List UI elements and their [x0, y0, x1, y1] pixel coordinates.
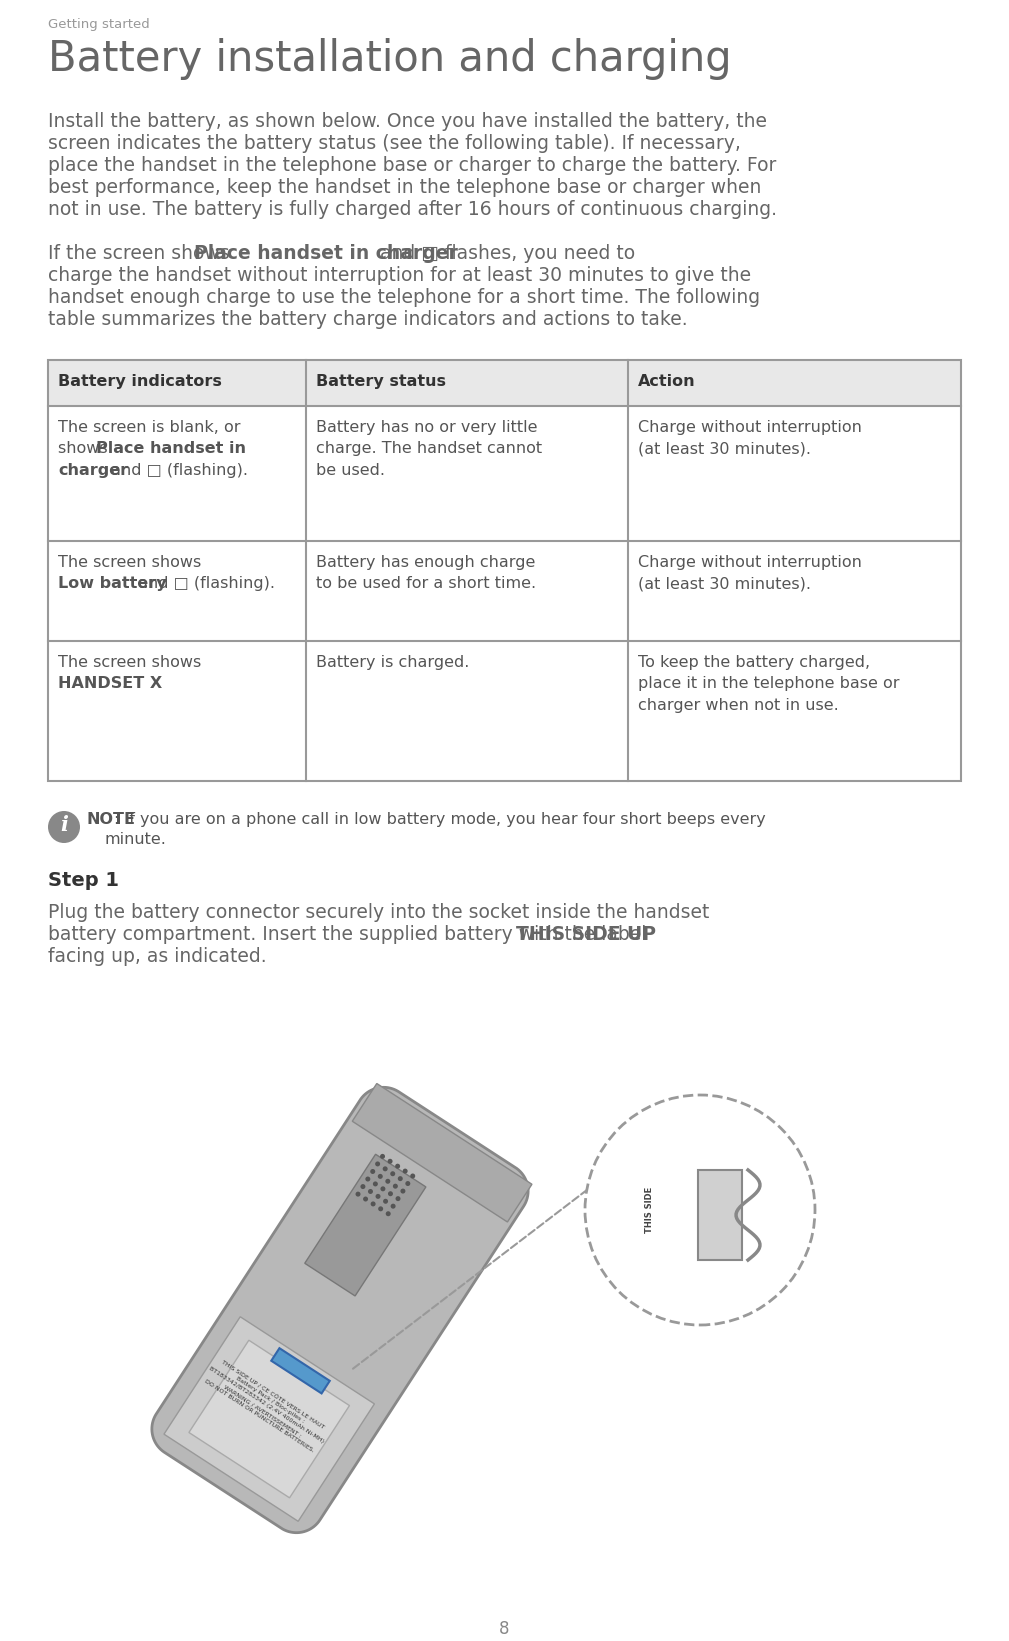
Circle shape — [411, 1173, 416, 1178]
Circle shape — [378, 1206, 383, 1211]
Text: and □ flashes, you need to: and □ flashes, you need to — [373, 245, 635, 263]
Text: charger when not in use.: charger when not in use. — [638, 697, 838, 712]
Text: i: i — [61, 816, 68, 835]
Text: Charge without interruption: Charge without interruption — [638, 555, 862, 569]
Text: (at least 30 minutes).: (at least 30 minutes). — [638, 576, 811, 591]
Text: The screen shows: The screen shows — [58, 555, 201, 569]
Text: be used.: be used. — [316, 463, 385, 478]
Circle shape — [585, 1095, 815, 1324]
Circle shape — [383, 1200, 388, 1204]
Text: The screen shows: The screen shows — [58, 655, 201, 670]
Circle shape — [363, 1196, 368, 1201]
Text: THIS SIDE UP: THIS SIDE UP — [517, 926, 657, 944]
Text: Charge without interruption: Charge without interruption — [638, 420, 862, 435]
Text: Place handset in: Place handset in — [97, 441, 246, 456]
Circle shape — [385, 1211, 390, 1216]
Circle shape — [380, 1154, 385, 1159]
Text: 8: 8 — [498, 1620, 510, 1638]
Text: THIS SIDE: THIS SIDE — [646, 1186, 655, 1232]
Circle shape — [390, 1172, 396, 1177]
Text: NOTE: NOTE — [86, 812, 135, 827]
Text: to be used for a short time.: to be used for a short time. — [316, 576, 536, 591]
Text: screen indicates the battery status (see the following table). If necessary,: screen indicates the battery status (see… — [48, 135, 741, 153]
Circle shape — [368, 1190, 373, 1195]
Text: charge. The handset cannot: charge. The handset cannot — [316, 441, 542, 456]
Text: minute.: minute. — [104, 832, 165, 847]
Text: battery compartment. Insert the supplied battery with the label: battery compartment. Insert the supplied… — [48, 926, 653, 944]
Circle shape — [396, 1196, 401, 1201]
Text: Battery status: Battery status — [316, 374, 446, 389]
Circle shape — [375, 1162, 380, 1167]
Polygon shape — [164, 1316, 374, 1521]
Circle shape — [377, 1173, 382, 1178]
Text: best performance, keep the handset in the telephone base or charger when: best performance, keep the handset in th… — [48, 177, 762, 197]
Polygon shape — [305, 1154, 426, 1296]
Text: Battery is charged.: Battery is charged. — [316, 655, 469, 670]
Text: THIS SIDE UP / CE CÔTÉ VERS LE HAUT
Battery Pack / Bloc-piles :
BT183342/BT28334: THIS SIDE UP / CE CÔTÉ VERS LE HAUT Batt… — [201, 1355, 332, 1456]
Circle shape — [48, 811, 80, 843]
Text: (at least 30 minutes).: (at least 30 minutes). — [638, 441, 811, 456]
Text: Install the battery, as shown below. Once you have installed the battery, the: Install the battery, as shown below. Onc… — [48, 112, 767, 131]
Text: place it in the telephone base or: place it in the telephone base or — [638, 676, 899, 691]
Text: Step 1: Step 1 — [48, 871, 119, 889]
Circle shape — [380, 1186, 385, 1191]
Text: Battery indicators: Battery indicators — [58, 374, 222, 389]
Text: If the screen shows: If the screen shows — [48, 245, 236, 263]
Circle shape — [393, 1183, 398, 1188]
Circle shape — [387, 1159, 393, 1163]
Circle shape — [375, 1195, 380, 1200]
Bar — [48, 359, 961, 405]
Circle shape — [370, 1201, 375, 1206]
Circle shape — [370, 1168, 375, 1173]
Bar — [698, 1170, 742, 1260]
Text: : If you are on a phone call in low battery mode, you hear four short beeps ever: : If you are on a phone call in low batt… — [114, 812, 766, 827]
Circle shape — [401, 1188, 406, 1193]
Circle shape — [355, 1191, 360, 1196]
Text: Battery has enough charge: Battery has enough charge — [316, 555, 536, 569]
Circle shape — [390, 1204, 396, 1209]
Text: and □ (flashing).: and □ (flashing). — [133, 576, 275, 591]
Circle shape — [388, 1191, 393, 1196]
Text: Battery has no or very little: Battery has no or very little — [316, 420, 538, 435]
Text: charge the handset without interruption for at least 30 minutes to give the: charge the handset without interruption … — [48, 266, 751, 286]
Text: and □ (flashing).: and □ (flashing). — [106, 463, 248, 478]
Circle shape — [365, 1177, 370, 1182]
Text: Action: Action — [638, 374, 695, 389]
Text: table summarizes the battery charge indicators and actions to take.: table summarizes the battery charge indi… — [48, 310, 687, 328]
Circle shape — [396, 1163, 401, 1168]
Text: Low battery: Low battery — [58, 576, 166, 591]
Text: place the handset in the telephone base or charger to charge the battery. For: place the handset in the telephone base … — [48, 156, 776, 176]
Circle shape — [406, 1182, 411, 1186]
Text: Battery installation and charging: Battery installation and charging — [48, 38, 732, 80]
Circle shape — [360, 1185, 365, 1190]
Text: Getting started: Getting started — [48, 18, 149, 31]
Circle shape — [385, 1178, 390, 1183]
Text: The screen is blank, or: The screen is blank, or — [58, 420, 240, 435]
Text: .: . — [121, 676, 126, 691]
Circle shape — [382, 1167, 387, 1172]
Text: handset enough charge to use the telephone for a short time. The following: handset enough charge to use the telepho… — [48, 289, 760, 307]
Text: Place handset in charger: Place handset in charger — [195, 245, 458, 263]
Text: not in use. The battery is fully charged after 16 hours of continuous charging.: not in use. The battery is fully charged… — [48, 200, 777, 218]
Polygon shape — [152, 1088, 528, 1533]
Polygon shape — [189, 1341, 349, 1498]
Circle shape — [403, 1168, 408, 1173]
Text: facing up, as indicated.: facing up, as indicated. — [48, 947, 266, 967]
Text: shows: shows — [58, 441, 113, 456]
Text: Plug the battery connector securely into the socket inside the handset: Plug the battery connector securely into… — [48, 903, 709, 922]
Circle shape — [373, 1182, 378, 1186]
Text: HANDSET X: HANDSET X — [58, 676, 162, 691]
Polygon shape — [271, 1349, 330, 1393]
Polygon shape — [352, 1083, 532, 1223]
Circle shape — [398, 1177, 403, 1182]
Text: To keep the battery charged,: To keep the battery charged, — [638, 655, 870, 670]
Text: charger: charger — [58, 463, 128, 478]
Bar — [48, 359, 961, 781]
